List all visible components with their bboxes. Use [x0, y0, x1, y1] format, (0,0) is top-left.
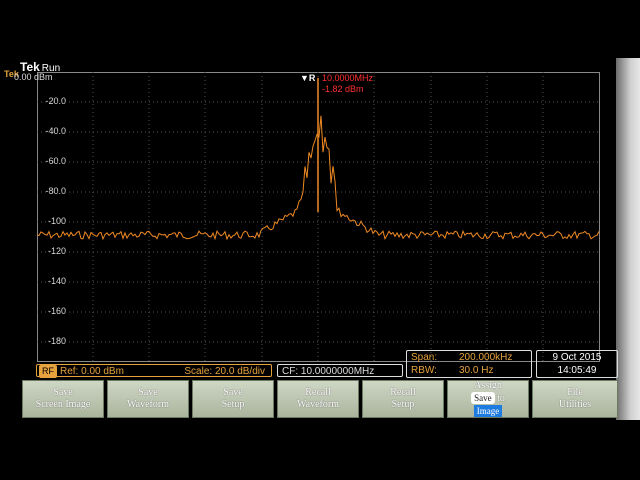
softkey-line1: Assign	[474, 380, 502, 391]
softkey-bar: Save Screen Image Save Waveform Save Set…	[22, 380, 620, 420]
rf-badge: RF	[39, 365, 57, 378]
softkey-line2: Image	[473, 405, 503, 417]
date-time: 9 Oct 2015 14:05:49	[536, 350, 618, 378]
span-label: Span:	[411, 352, 438, 363]
trigger-logo-icon: Tek	[4, 69, 19, 98]
marker-frequency: 10.0000MHz	[322, 73, 374, 83]
side-label: Tek	[4, 69, 19, 79]
marker-level: -1.82 dBm	[322, 84, 364, 94]
recall-waveform-button[interactable]: Recall Waveform	[277, 380, 359, 418]
y-label: -160	[47, 306, 66, 316]
softkey-line2: Utilities	[558, 399, 592, 410]
y-label: -20.0	[45, 96, 66, 106]
span-value: 200.000kHz	[459, 352, 513, 363]
rbw-value: 30.0 Hz	[459, 365, 494, 376]
softkey-line2: Screen Image	[35, 399, 91, 410]
save-chip: Save	[471, 392, 495, 404]
softkey-line2: Waveform	[297, 399, 339, 410]
y-label: 0.00 dBm	[14, 72, 53, 82]
softkey-line1: Recall	[390, 387, 416, 398]
bezel-right	[616, 58, 640, 420]
save-setup-button[interactable]: Save Setup	[192, 380, 274, 418]
date: 9 Oct 2015	[552, 352, 602, 363]
spectrum-trace	[37, 72, 600, 362]
softkey-line2: Waveform	[127, 399, 169, 410]
file-utilities-button[interactable]: File Utilities	[532, 380, 618, 418]
y-label: -40.0	[45, 126, 66, 136]
scale-value: Scale: 20.0 dB/div	[184, 366, 265, 377]
y-label: -120	[47, 246, 66, 256]
softkey-line1: Save	[53, 387, 73, 398]
brand-label: Tek Run	[20, 60, 60, 74]
ref-level: Ref: 0.00 dBm	[60, 366, 124, 377]
center-frequency: CF: 10.0000000MHz	[277, 364, 403, 377]
time: 14:05:49	[557, 365, 597, 376]
y-label: -180	[47, 336, 66, 346]
ref-scale-status: RF Ref: 0.00 dBm Scale: 20.0 dB/div	[36, 364, 272, 378]
softkey-line1: Recall	[305, 387, 331, 398]
span-rbw-box: Span: 200.000kHz RBW: 30.0 Hz	[406, 350, 532, 378]
save-waveform-button[interactable]: Save Waveform	[107, 380, 189, 418]
rbw-label: RBW:	[411, 365, 437, 376]
y-label: -80.0	[45, 186, 66, 196]
assign-save-button[interactable]: Assign Save to Image	[447, 380, 529, 418]
softkey-to: to	[497, 393, 505, 404]
save-screen-image-button[interactable]: Save Screen Image	[22, 380, 104, 418]
softkey-line1: Save	[223, 387, 243, 398]
recall-setup-button[interactable]: Recall Setup	[362, 380, 444, 418]
brand-text: Tek	[20, 60, 40, 74]
softkey-line2: Setup	[221, 399, 245, 410]
y-label: -140	[47, 276, 66, 286]
run-mode: Run	[41, 63, 61, 74]
softkey-line1: File	[567, 387, 583, 398]
marker-arrow-icon: ▼R	[300, 73, 316, 83]
graticule-lines	[37, 72, 600, 362]
y-label: -100	[47, 216, 66, 226]
softkey-line2: Setup	[391, 399, 415, 410]
softkey-line1: Save	[138, 387, 158, 398]
y-label: -60.0	[45, 156, 66, 166]
